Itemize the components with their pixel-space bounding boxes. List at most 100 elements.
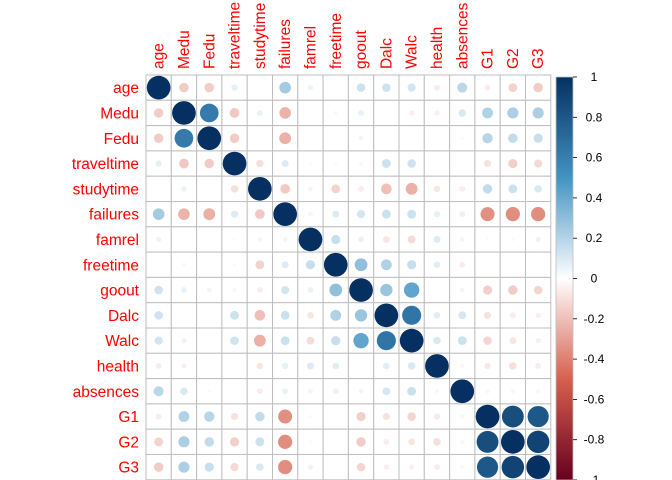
grid-cell-fedu-famrel	[297, 125, 324, 152]
col-label-health: health	[429, 27, 446, 69]
corr-circle-failures-g3	[531, 207, 546, 222]
corr-circle-g2-g1	[476, 430, 499, 453]
corr-circle-g3-failures	[278, 460, 293, 475]
corr-circle-health-g1	[484, 362, 491, 370]
corr-circle-medu-age	[153, 108, 164, 118]
corr-circle-failures-walc	[407, 209, 417, 219]
corr-circle-traveltime-traveltime	[222, 151, 247, 176]
corr-circle-medu-traveltime	[229, 108, 240, 118]
corr-circle-age-walc	[407, 83, 416, 92]
corr-circle-age-dalc	[382, 83, 391, 92]
corr-circle-age-goout	[356, 83, 366, 92]
corr-circle-g2-health	[433, 438, 441, 446]
corr-circle-dalc-failures	[280, 310, 290, 320]
corr-circle-famrel-failures	[282, 237, 288, 242]
row-label-failures: failures	[89, 207, 139, 224]
col-label-famrel: famrel	[302, 26, 319, 69]
corr-circle-g1-walc	[407, 412, 416, 421]
corr-circle-absences-famrel	[308, 388, 313, 394]
corr-circle-g2-dalc	[383, 438, 390, 445]
corr-circle-walc-g2	[509, 337, 517, 344]
corr-circle-studytime-walc	[405, 182, 418, 195]
corr-circle-absences-fedu	[207, 389, 211, 393]
corr-circle-age-failures	[279, 81, 291, 94]
corr-circle-famrel-health	[433, 235, 441, 243]
corr-circle-studytime-goout	[358, 185, 364, 192]
colorbar-gradient	[555, 76, 574, 480]
corr-circle-famrel-g1	[485, 237, 490, 242]
corr-circle-famrel-goout	[358, 236, 364, 243]
corr-circle-walc-goout	[353, 332, 369, 349]
colorbar-tick-label: 1	[591, 70, 598, 84]
corr-circle-studytime-fedu	[208, 187, 211, 191]
corr-circle-g3-dalc	[383, 464, 389, 470]
corr-circle-goout-g1	[482, 285, 493, 295]
corr-circle-absences-goout	[358, 388, 364, 394]
colorbar-tick-label: -0.4	[584, 352, 605, 366]
corr-circle-traveltime-medu	[179, 158, 189, 169]
corr-circle-freetime-studytime	[255, 260, 265, 270]
corr-circle-walc-age	[154, 336, 163, 345]
corr-circle-failures-failures	[273, 202, 297, 226]
col-label-studytime: studytime	[252, 3, 269, 69]
row-label-freetime: freetime	[83, 257, 139, 274]
corr-circle-studytime-g3	[534, 185, 542, 193]
corr-circle-g2-studytime	[255, 437, 265, 447]
corr-circle-health-walc	[407, 362, 416, 370]
grid-cell-medu-famrel	[297, 99, 324, 127]
grid-cell-failures-g3	[525, 201, 552, 228]
corr-circle-goout-dalc	[380, 283, 393, 297]
corr-circle-failures-g2	[505, 207, 520, 222]
corr-circle-freetime-health	[433, 261, 441, 269]
corr-circle-g3-studytime	[256, 463, 264, 471]
colorbar-tick-label: -0.8	[584, 433, 605, 447]
corr-circle-walc-absences	[457, 336, 467, 346]
corr-circle-age-g2	[508, 83, 518, 93]
corr-circle-absences-studytime	[256, 388, 263, 395]
corr-circle-freetime-failures	[281, 261, 289, 269]
corr-circle-dalc-absences	[458, 311, 467, 320]
corr-circle-medu-goout	[358, 110, 364, 116]
corr-circle-traveltime-dalc	[381, 159, 391, 168]
row-label-medu: Medu	[100, 105, 139, 122]
corr-circle-fedu-health	[435, 137, 439, 140]
corr-circle-health-g2	[509, 362, 517, 370]
corr-circle-studytime-g2	[508, 184, 518, 194]
corr-circle-medu-absences	[458, 109, 466, 117]
corr-circle-famrel-studytime	[257, 237, 263, 242]
corr-circle-failures-freetime	[332, 210, 340, 218]
grid-cell-age-studytime	[246, 74, 273, 101]
corr-circle-absences-traveltime	[233, 390, 236, 393]
row-label-famrel: famrel	[96, 232, 139, 249]
corr-circle-g1-age	[155, 413, 162, 420]
corr-circle-g2-g2	[500, 430, 525, 454]
corr-circle-g1-medu	[178, 411, 190, 422]
col-label-absences: absences	[454, 2, 471, 69]
corr-circle-g1-g3	[527, 405, 549, 428]
col-label-failures: failures	[277, 19, 294, 69]
corr-circle-g1-dalc	[382, 413, 390, 421]
grid-cell-age-dalc	[373, 74, 400, 101]
corr-circle-health-medu	[181, 363, 187, 369]
corr-circle-walc-g1	[483, 336, 492, 345]
corr-circle-g2-goout	[356, 437, 366, 447]
row-label-studytime: studytime	[73, 181, 139, 198]
corr-circle-studytime-famrel	[308, 186, 313, 192]
corr-circle-medu-studytime	[256, 110, 263, 116]
corr-circle-age-medu	[179, 82, 189, 93]
corr-circle-goout-health	[435, 288, 439, 292]
colorbar-tick-label: 0.6	[586, 151, 603, 165]
corr-circle-medu-g3	[532, 107, 544, 119]
corr-circle-studytime-absences	[459, 185, 466, 192]
corr-circle-fedu-goout	[358, 135, 364, 141]
corr-circle-studytime-dalc	[381, 183, 392, 195]
corr-circle-fedu-medu	[174, 128, 194, 148]
row-label-dalc: Dalc	[108, 308, 139, 325]
corr-circle-g1-failures	[278, 409, 293, 424]
corr-circle-studytime-medu	[181, 185, 187, 192]
corr-circle-g3-medu	[178, 461, 190, 473]
row-label-fedu: Fedu	[104, 131, 139, 148]
corr-circle-dalc-age	[154, 311, 163, 320]
corr-circle-goout-g3	[533, 285, 543, 295]
